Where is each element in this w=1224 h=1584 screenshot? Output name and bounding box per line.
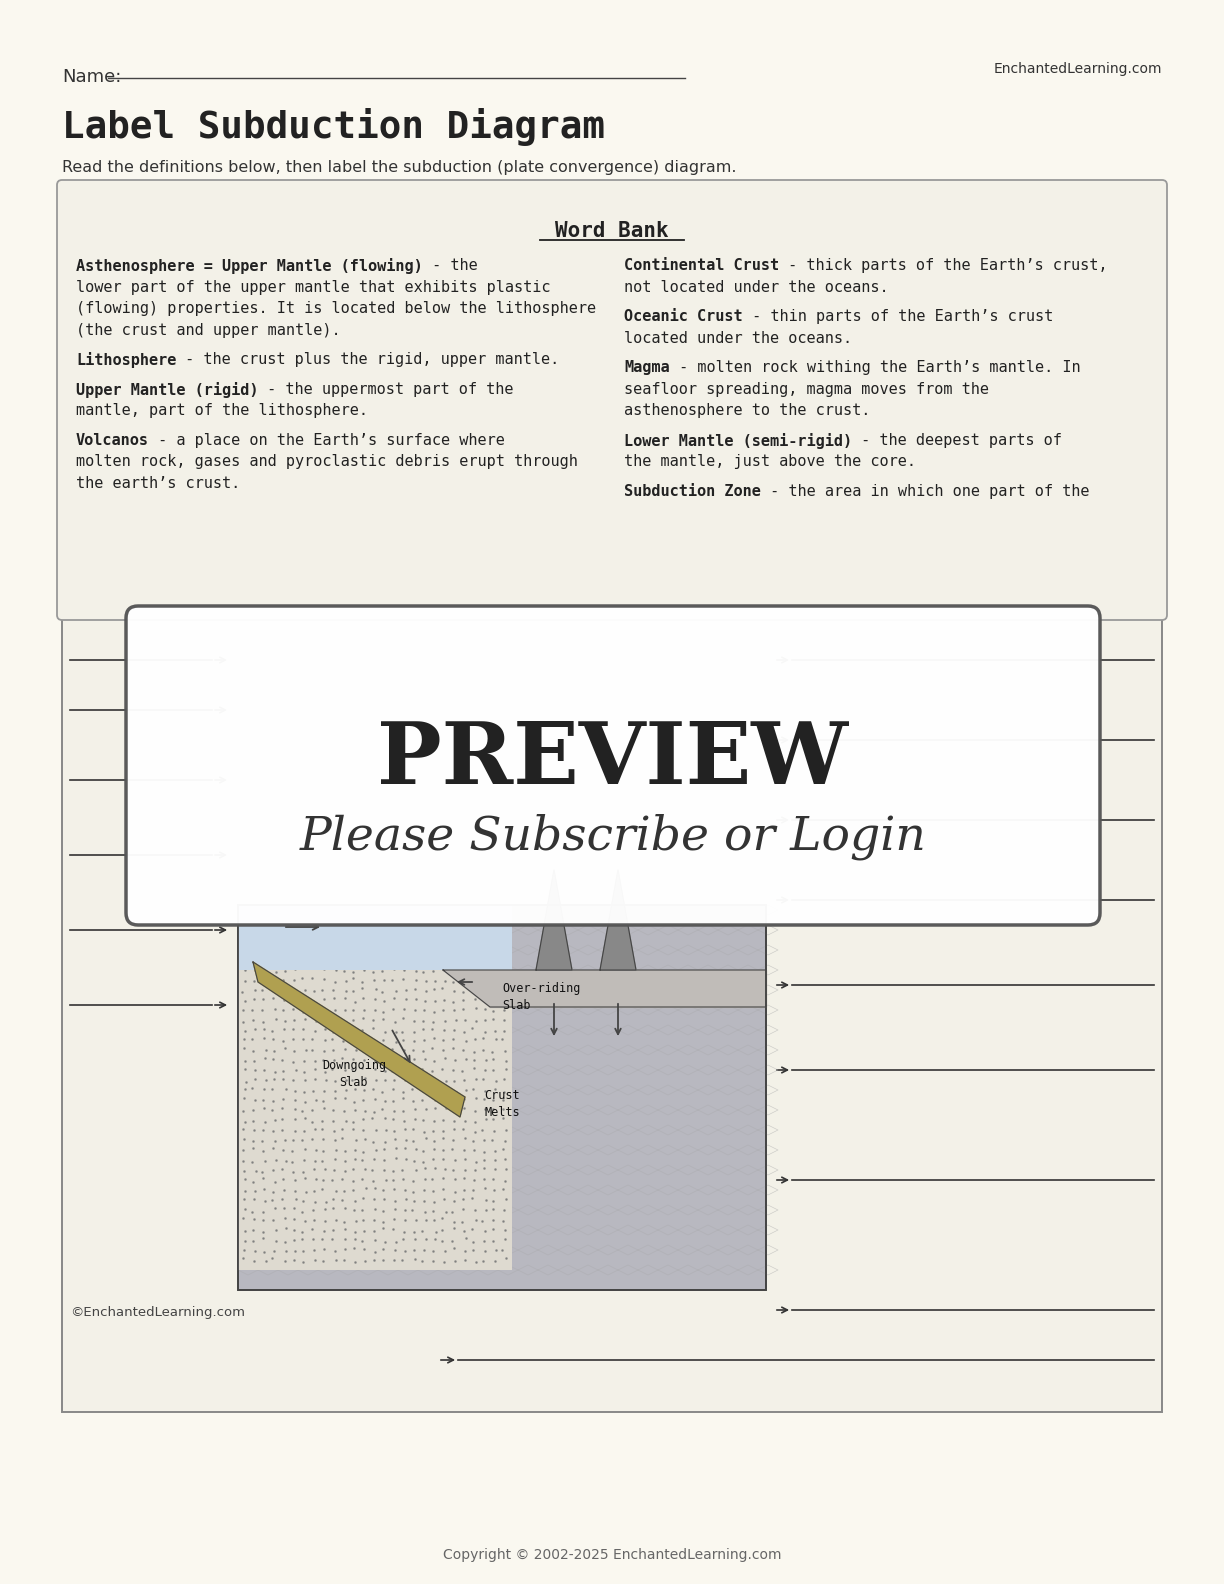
Text: - the deepest parts of: - the deepest parts of <box>852 432 1062 448</box>
Text: Oceanic Crust: Oceanic Crust <box>624 309 743 325</box>
Text: molten rock, gases and pyroclastic debris erupt through: molten rock, gases and pyroclastic debri… <box>76 455 578 469</box>
Text: (flowing) properties. It is located below the lithosphere: (flowing) properties. It is located belo… <box>76 301 596 315</box>
Text: Please Subscribe or Login: Please Subscribe or Login <box>300 813 927 860</box>
Text: located under the oceans.: located under the oceans. <box>624 331 852 345</box>
Text: - molten rock withing the Earth’s mantle. In: - molten rock withing the Earth’s mantle… <box>670 360 1081 375</box>
Text: seafloor spreading, magma moves from the: seafloor spreading, magma moves from the <box>624 382 989 396</box>
Text: Magma: Magma <box>624 360 670 375</box>
Text: Asthenosphere = Upper Mantle (flowing): Asthenosphere = Upper Mantle (flowing) <box>76 258 422 274</box>
Text: (the crust and upper mantle).: (the crust and upper mantle). <box>76 323 340 337</box>
Text: Label Subduction Diagram: Label Subduction Diagram <box>62 108 605 146</box>
Text: Upper Mantle (rigid): Upper Mantle (rigid) <box>76 382 258 398</box>
Text: PREVIEW: PREVIEW <box>377 718 848 802</box>
Text: Over-riding
Slab: Over-riding Slab <box>502 982 580 1012</box>
Text: - the crust plus the rigid, upper mantle.: - the crust plus the rigid, upper mantle… <box>176 352 559 367</box>
Polygon shape <box>253 961 465 1117</box>
Text: Name:: Name: <box>62 68 121 86</box>
Text: Continental Crust: Continental Crust <box>624 258 780 272</box>
Bar <box>237 904 766 1289</box>
Text: Downgoing
Slab: Downgoing Slab <box>322 1060 386 1090</box>
Text: Subduction Zone: Subduction Zone <box>624 483 761 499</box>
Text: Read the definitions below, then label the subduction (plate convergence) diagra: Read the definitions below, then label t… <box>62 160 737 174</box>
Text: - the area in which one part of the: - the area in which one part of the <box>761 483 1089 499</box>
Bar <box>237 904 766 1289</box>
Text: not located under the oceans.: not located under the oceans. <box>624 279 889 295</box>
Text: Lithosphere: Lithosphere <box>76 352 176 367</box>
Text: - the: - the <box>422 258 477 272</box>
Text: - the uppermost part of the: - the uppermost part of the <box>258 382 514 396</box>
Text: the mantle, just above the core.: the mantle, just above the core. <box>624 455 916 469</box>
Bar <box>237 904 512 969</box>
FancyBboxPatch shape <box>58 181 1166 619</box>
FancyBboxPatch shape <box>126 607 1100 925</box>
Text: the earth’s crust.: the earth’s crust. <box>76 475 240 491</box>
Polygon shape <box>536 870 572 969</box>
Bar <box>237 946 512 1270</box>
Text: - a place on the Earth’s surface where: - a place on the Earth’s surface where <box>149 432 504 448</box>
Text: asthenosphere to the crust.: asthenosphere to the crust. <box>624 402 870 418</box>
Text: - thick parts of the Earth’s crust,: - thick parts of the Earth’s crust, <box>780 258 1108 272</box>
Text: Lower Mantle (semi-rigid): Lower Mantle (semi-rigid) <box>624 432 852 448</box>
Bar <box>62 611 1162 1411</box>
Text: Volcanos: Volcanos <box>76 432 149 448</box>
Polygon shape <box>443 969 766 1007</box>
Text: Copyright © 2002-2025 EnchantedLearning.com: Copyright © 2002-2025 EnchantedLearning.… <box>443 1548 781 1562</box>
Text: - thin parts of the Earth’s crust: - thin parts of the Earth’s crust <box>743 309 1053 325</box>
Polygon shape <box>600 870 636 969</box>
Text: ©EnchantedLearning.com: ©EnchantedLearning.com <box>70 1305 245 1319</box>
Text: EnchantedLearning.com: EnchantedLearning.com <box>994 62 1162 76</box>
Text: mantle, part of the lithosphere.: mantle, part of the lithosphere. <box>76 402 368 418</box>
Text: Crust
Melts: Crust Melts <box>485 1090 520 1118</box>
Text: Word Bank: Word Bank <box>556 222 668 241</box>
Text: lower part of the upper mantle that exhibits plastic: lower part of the upper mantle that exhi… <box>76 279 551 295</box>
